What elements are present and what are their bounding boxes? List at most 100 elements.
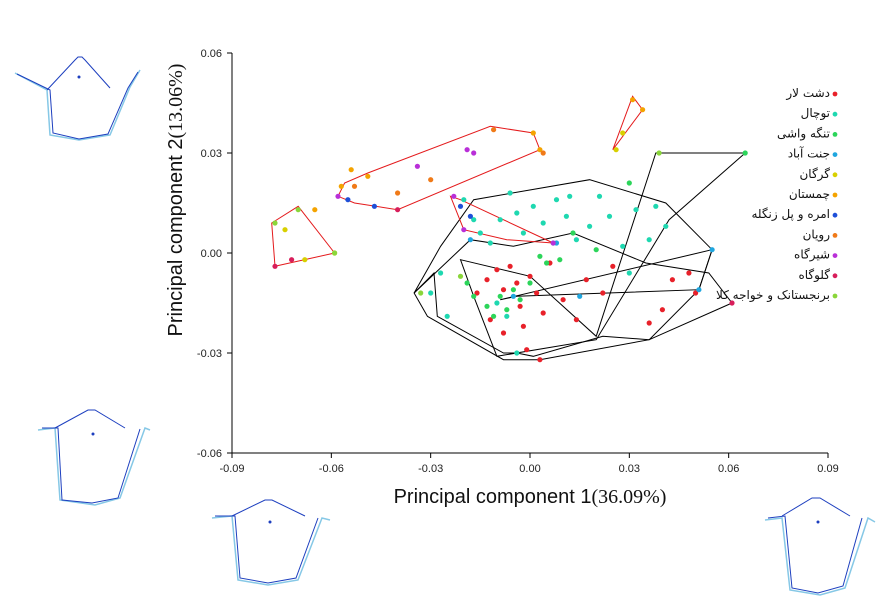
data-point bbox=[646, 237, 652, 243]
data-point bbox=[467, 213, 473, 219]
data-point bbox=[553, 197, 560, 203]
data-point bbox=[596, 193, 603, 199]
group-hull-polygon bbox=[271, 205, 336, 267]
y-tick-label: -0.03 bbox=[197, 348, 222, 360]
data-point bbox=[504, 307, 510, 313]
group-hull-polygon bbox=[449, 195, 554, 244]
legend-label: توچال bbox=[801, 106, 830, 121]
x-tick-label: 0.03 bbox=[619, 463, 640, 475]
x-tick-label: -0.06 bbox=[319, 463, 344, 475]
legend-label: برنجستانک و خواجه کلا bbox=[716, 288, 830, 303]
data-point bbox=[507, 263, 513, 269]
data-point bbox=[640, 107, 646, 113]
ticks-layer: -0.09 -0.06 -0.03 0.00 0.03 0.06 0.09 -0.06 -0.0… bbox=[197, 48, 839, 475]
legend-marker bbox=[832, 172, 838, 178]
data-point bbox=[537, 357, 543, 363]
data-point bbox=[302, 257, 308, 263]
data-point bbox=[577, 293, 583, 299]
x-axis-title: Principal component 1(36.09%) bbox=[394, 486, 667, 508]
data-point bbox=[527, 273, 533, 279]
data-point bbox=[282, 227, 288, 233]
legend-label: تنگه واشی bbox=[777, 126, 830, 141]
data-point bbox=[289, 257, 295, 263]
data-point bbox=[500, 330, 507, 336]
data-point bbox=[527, 280, 533, 286]
data-point bbox=[487, 317, 493, 323]
data-point bbox=[630, 97, 636, 103]
data-point bbox=[332, 250, 338, 256]
y-tick-label: -0.06 bbox=[197, 448, 222, 460]
data-point bbox=[567, 193, 573, 199]
data-point bbox=[477, 230, 483, 236]
legend-marker bbox=[832, 233, 838, 238]
data-point bbox=[540, 150, 546, 156]
data-point bbox=[517, 303, 523, 309]
data-point bbox=[537, 147, 543, 153]
data-point bbox=[457, 203, 464, 209]
data-point bbox=[471, 293, 477, 299]
data-point bbox=[444, 313, 450, 319]
data-point bbox=[570, 230, 576, 236]
plot-axes bbox=[231, 53, 828, 454]
data-point bbox=[345, 197, 351, 203]
legend-label: دشت لار bbox=[785, 86, 830, 101]
data-point bbox=[464, 280, 470, 286]
data-point bbox=[537, 253, 543, 259]
data-point bbox=[461, 197, 467, 203]
data-point bbox=[351, 183, 358, 189]
data-point bbox=[530, 130, 536, 136]
x-tick-label: -0.03 bbox=[418, 463, 443, 475]
data-point bbox=[530, 203, 536, 209]
group-hull-polygon bbox=[459, 152, 747, 357]
data-point bbox=[563, 213, 570, 219]
data-point bbox=[484, 303, 490, 309]
data-point bbox=[414, 163, 420, 169]
data-point bbox=[742, 150, 748, 156]
data-point bbox=[510, 293, 516, 299]
data-point bbox=[600, 290, 606, 296]
data-point bbox=[633, 207, 639, 213]
data-point bbox=[557, 257, 563, 263]
data-point bbox=[461, 227, 467, 233]
legend-marker bbox=[832, 132, 838, 137]
shape-wireframe-bottom-center bbox=[211, 499, 331, 586]
group-hull-polygon bbox=[612, 95, 644, 150]
data-point bbox=[457, 273, 464, 279]
legend-label: گلوگاه bbox=[798, 268, 830, 283]
data-point bbox=[484, 277, 490, 283]
data-point bbox=[606, 213, 613, 219]
legend-marker bbox=[832, 212, 838, 218]
legend-marker bbox=[832, 253, 838, 258]
data-point bbox=[428, 177, 434, 183]
data-point bbox=[544, 260, 550, 266]
data-point bbox=[451, 193, 457, 199]
data-point bbox=[338, 183, 344, 189]
y-tick-label: 0.03 bbox=[201, 148, 222, 160]
points-layer bbox=[272, 97, 748, 363]
data-point bbox=[491, 313, 497, 319]
data-point bbox=[620, 243, 626, 249]
y-axis-title: Principal component 2(13.06%) bbox=[165, 64, 187, 337]
data-point bbox=[693, 290, 699, 296]
legend-label: امره و پل زنگله bbox=[751, 207, 830, 222]
data-point bbox=[534, 290, 540, 296]
data-point bbox=[504, 313, 510, 319]
data-point bbox=[610, 263, 616, 269]
data-point bbox=[418, 290, 424, 296]
data-point bbox=[487, 240, 493, 246]
data-point bbox=[272, 220, 278, 226]
legend: دشت لار توچال تنگه واشی جنت آباد گرگان چمستان… bbox=[716, 86, 838, 303]
data-point bbox=[626, 270, 632, 276]
data-point bbox=[312, 207, 318, 213]
data-point bbox=[573, 317, 580, 323]
data-point bbox=[272, 263, 278, 269]
x-tick-label: -0.09 bbox=[219, 463, 244, 475]
shape-wireframe-bottom-left bbox=[37, 409, 151, 506]
data-point bbox=[467, 237, 473, 243]
data-point bbox=[494, 267, 500, 273]
data-point bbox=[653, 203, 659, 209]
data-point bbox=[669, 277, 676, 283]
data-point bbox=[686, 270, 692, 276]
data-point bbox=[517, 297, 523, 303]
data-point bbox=[540, 220, 546, 226]
